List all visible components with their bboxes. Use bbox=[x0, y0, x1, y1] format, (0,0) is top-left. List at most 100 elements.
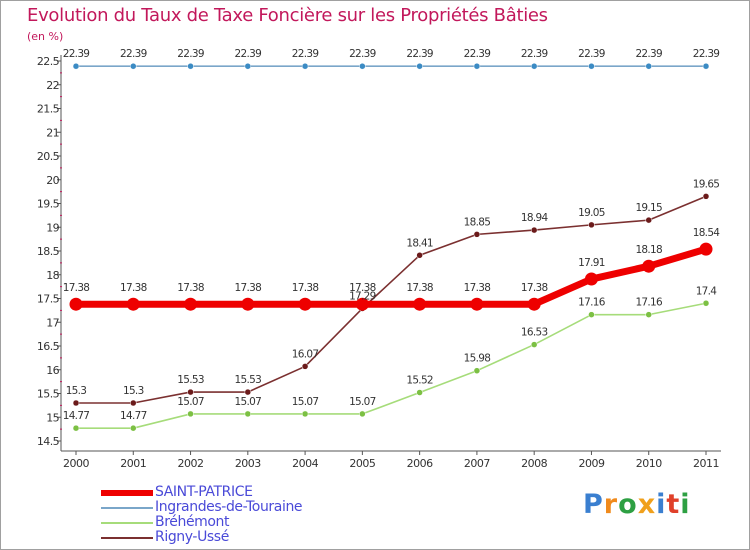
data-point-br-h-mont bbox=[588, 311, 595, 318]
data-point-saint-patrice bbox=[527, 297, 541, 311]
data-label-rigny-uss-: 19.05 bbox=[578, 207, 605, 219]
logo-letter: r bbox=[603, 489, 619, 520]
data-point-br-h-mont bbox=[359, 410, 366, 418]
data-point-br-h-mont bbox=[130, 424, 137, 432]
data-point-rigny-uss- bbox=[588, 221, 595, 229]
data-label-br-h-mont: 15.52 bbox=[406, 375, 433, 387]
data-label-ingrandes-de-touraine: 22.39 bbox=[292, 48, 319, 60]
series-line-rigny-uss- bbox=[75, 195, 707, 404]
y-tick-label: 17.5 bbox=[37, 293, 60, 306]
data-label-rigny-uss-: 18.41 bbox=[406, 237, 433, 249]
data-label-ingrandes-de-touraine: 22.39 bbox=[63, 48, 90, 60]
x-tick-label: 2004 bbox=[292, 457, 318, 470]
legend-swatch-brehemont bbox=[101, 522, 153, 524]
data-label-saint-patrice: 17.38 bbox=[521, 282, 548, 294]
data-point-ingrandes-de-touraine bbox=[130, 62, 137, 70]
y-tick-label: 22 bbox=[46, 79, 59, 92]
data-point-rigny-uss- bbox=[530, 226, 538, 234]
y-tick-label: 21.5 bbox=[37, 103, 60, 116]
series-line-saint-patrice bbox=[72, 245, 710, 308]
data-point-rigny-uss- bbox=[244, 388, 252, 396]
data-label-saint-patrice: 17.38 bbox=[177, 282, 204, 294]
data-point-saint-patrice bbox=[241, 297, 255, 311]
data-label-ingrandes-de-touraine: 22.39 bbox=[578, 48, 605, 60]
y-tick-label: 18 bbox=[46, 269, 59, 282]
x-tick-label: 2003 bbox=[235, 457, 261, 470]
data-point-rigny-uss- bbox=[645, 216, 652, 224]
data-label-br-h-mont: 17.4 bbox=[696, 285, 718, 297]
logo-letter: o bbox=[618, 489, 638, 520]
data-point-br-h-mont bbox=[645, 311, 652, 318]
data-label-ingrandes-de-touraine: 22.39 bbox=[521, 48, 548, 60]
data-label-rigny-uss-: 19.65 bbox=[693, 178, 720, 190]
y-tick-label: 14.5 bbox=[37, 435, 60, 448]
y-tick-label: 22.5 bbox=[37, 55, 60, 68]
y-tick-label: 15.5 bbox=[37, 388, 60, 401]
data-point-rigny-uss- bbox=[130, 399, 137, 407]
data-point-saint-patrice bbox=[298, 297, 312, 311]
data-point-ingrandes-de-touraine bbox=[530, 62, 538, 70]
data-label-br-h-mont: 15.07 bbox=[292, 396, 319, 408]
data-point-ingrandes-de-touraine bbox=[416, 62, 423, 70]
data-label-saint-patrice: 17.91 bbox=[578, 257, 605, 269]
data-label-br-h-mont: 15.07 bbox=[235, 396, 262, 408]
data-point-rigny-uss- bbox=[473, 231, 481, 238]
data-label-rigny-uss-: 17.29 bbox=[349, 290, 376, 302]
data-label-br-h-mont: 14.77 bbox=[120, 410, 147, 422]
data-label-rigny-uss-: 15.53 bbox=[235, 374, 262, 386]
legend-label-rigny-usse: Rigny-Ussé bbox=[155, 529, 229, 545]
data-label-saint-patrice: 17.38 bbox=[292, 282, 319, 294]
data-label-saint-patrice: 18.18 bbox=[635, 244, 662, 256]
y-tick-label: 20.5 bbox=[37, 150, 60, 163]
data-label-br-h-mont: 15.98 bbox=[464, 353, 491, 365]
data-label-br-h-mont: 16.53 bbox=[521, 327, 548, 339]
y-tick-label: 16 bbox=[46, 364, 59, 377]
data-point-ingrandes-de-touraine bbox=[588, 62, 595, 70]
data-label-br-h-mont: 15.07 bbox=[177, 396, 204, 408]
data-point-br-h-mont bbox=[301, 410, 309, 418]
data-point-saint-patrice bbox=[584, 272, 598, 286]
data-label-rigny-uss-: 19.15 bbox=[635, 202, 662, 214]
legend-label-ingrandes: Ingrandes-de-Touraine bbox=[155, 499, 303, 515]
data-label-ingrandes-de-touraine: 22.39 bbox=[235, 48, 262, 60]
data-point-br-h-mont bbox=[187, 410, 194, 418]
logo-letter: i bbox=[656, 489, 667, 520]
y-tick-label: 18.5 bbox=[37, 245, 60, 258]
y-tick-label: 19 bbox=[46, 221, 59, 234]
y-tick-label: 17 bbox=[46, 316, 59, 329]
data-point-saint-patrice bbox=[184, 297, 198, 311]
data-label-rigny-uss-: 16.07 bbox=[292, 348, 319, 360]
data-label-rigny-uss-: 15.3 bbox=[66, 385, 87, 397]
data-point-ingrandes-de-touraine bbox=[301, 62, 309, 70]
data-point-rigny-uss- bbox=[301, 363, 309, 370]
x-tick-label: 2000 bbox=[63, 457, 89, 470]
data-label-saint-patrice: 18.54 bbox=[693, 227, 721, 239]
x-tick-label: 2007 bbox=[464, 457, 490, 470]
data-label-rigny-uss-: 18.94 bbox=[521, 212, 549, 224]
data-point-rigny-uss- bbox=[187, 388, 194, 396]
data-point-saint-patrice bbox=[126, 297, 140, 311]
x-tick-label: 2010 bbox=[636, 457, 662, 470]
data-label-saint-patrice: 17.38 bbox=[406, 282, 433, 294]
data-point-saint-patrice bbox=[699, 242, 713, 256]
data-label-rigny-uss-: 15.53 bbox=[177, 374, 204, 386]
data-point-rigny-uss- bbox=[702, 193, 710, 200]
y-tick-label: 19.5 bbox=[37, 198, 60, 211]
legend-swatch-saint-patrice bbox=[101, 490, 153, 496]
data-point-ingrandes-de-touraine bbox=[645, 62, 652, 70]
legend-swatch-rigny-usse bbox=[101, 537, 153, 539]
data-label-ingrandes-de-touraine: 22.39 bbox=[464, 48, 491, 60]
data-point-ingrandes-de-touraine bbox=[473, 62, 481, 70]
data-label-ingrandes-de-touraine: 22.39 bbox=[406, 48, 433, 60]
data-label-br-h-mont: 17.16 bbox=[578, 297, 606, 309]
y-tick-label: 20 bbox=[46, 174, 59, 187]
data-label-saint-patrice: 17.38 bbox=[120, 282, 147, 294]
data-point-br-h-mont bbox=[473, 367, 481, 374]
data-point-saint-patrice bbox=[69, 297, 83, 311]
y-tick-label: 21 bbox=[46, 126, 59, 139]
data-point-ingrandes-de-touraine bbox=[359, 62, 366, 70]
data-label-rigny-uss-: 18.85 bbox=[464, 216, 491, 228]
x-tick-label: 2008 bbox=[521, 457, 547, 470]
y-axis-unit: (en %) bbox=[27, 30, 64, 43]
data-point-saint-patrice bbox=[355, 297, 369, 311]
